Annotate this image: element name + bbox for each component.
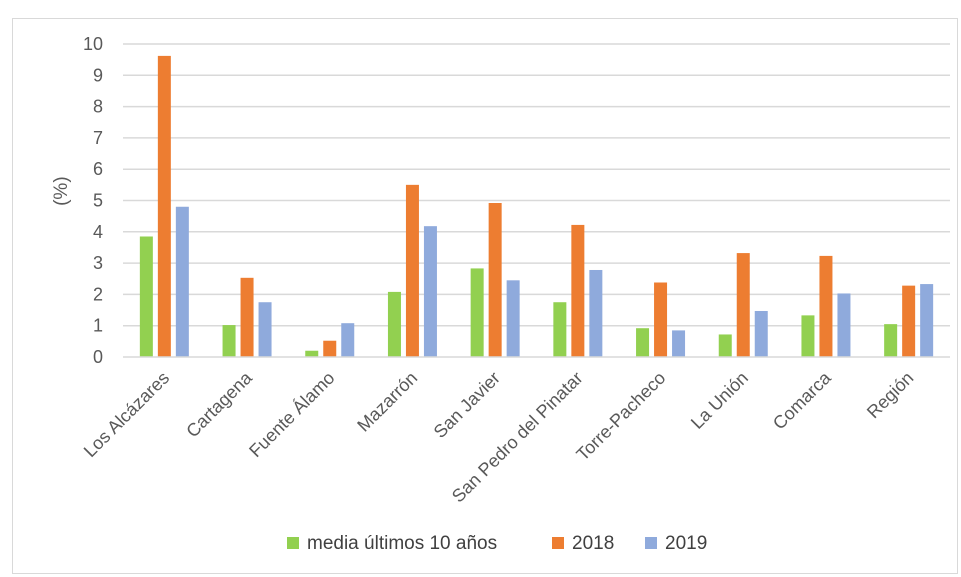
bar [157, 55, 171, 357]
y-tick-label: 1 [93, 316, 103, 336]
legend-label: media últimos 10 años [307, 533, 497, 554]
bar [902, 285, 916, 357]
legend-swatch [287, 537, 299, 549]
legend-label: 2018 [572, 533, 614, 554]
bar [470, 268, 484, 357]
bar [754, 310, 768, 357]
bar [837, 293, 851, 357]
bar [258, 302, 272, 357]
bar [589, 269, 603, 357]
bar [341, 323, 355, 357]
bar [672, 330, 686, 357]
chart-area: 0 1 2 3 4 5 6 7 8 9 10 Los Alcázares Cartagena Fuent… [12, 18, 958, 574]
x-tick-label: Comarca [769, 367, 835, 433]
gridlines [123, 43, 950, 327]
y-tick-label: 0 [93, 347, 103, 367]
bar [801, 315, 815, 357]
bar [736, 253, 750, 357]
bar [305, 350, 319, 357]
bar [571, 224, 585, 357]
bar-chart: 0 1 2 3 4 5 6 7 8 9 10 Los Alcázares CartagenaFuent… [51, 34, 950, 554]
y-tick-label: 9 [93, 65, 103, 85]
y-tick-label: 7 [93, 128, 103, 148]
y-tick-label: 3 [93, 253, 103, 273]
y-tick-label: 10 [83, 34, 103, 54]
bar [323, 340, 337, 357]
x-tick-label: San Javier [430, 368, 504, 442]
legend-swatch [645, 537, 657, 549]
bar [884, 324, 898, 357]
bar [654, 282, 668, 357]
bar [387, 291, 401, 357]
x-tick-label: La Unión [687, 368, 752, 433]
bar [405, 184, 419, 357]
bar [636, 328, 650, 357]
y-tick-label: 5 [93, 191, 103, 211]
legend-swatch [552, 537, 564, 549]
bar [819, 255, 833, 357]
y-tick-label: 8 [93, 97, 103, 117]
bar [718, 334, 732, 357]
bar [920, 284, 934, 357]
legend-label: 2019 [665, 533, 707, 554]
bar [175, 206, 189, 357]
x-tick-label: Fuente Álamo [245, 368, 338, 461]
x-tick-label: Mazarrón [353, 368, 421, 436]
legend: media últimos 10 años 2018 2019 [287, 533, 707, 554]
bar [423, 226, 437, 357]
x-tick-label: Cartagena [182, 367, 256, 441]
bar [553, 302, 567, 357]
bar [240, 277, 254, 357]
y-tick-label: 6 [93, 159, 103, 179]
x-tick-label: Los Alcázares [80, 368, 173, 461]
page-header-text [0, 0, 961, 13]
y-tick-label: 2 [93, 284, 103, 304]
bar [139, 236, 153, 357]
y-axis-ticks: 0 1 2 3 4 5 6 7 8 9 10 [83, 34, 103, 367]
bar [222, 325, 236, 357]
y-axis-title: (%) [51, 176, 72, 206]
bars [139, 55, 934, 357]
x-tick-label: Torre-Pacheco [572, 368, 669, 465]
bar [488, 203, 502, 357]
x-tick-label: Región [863, 368, 917, 422]
bar [506, 280, 520, 357]
y-tick-label: 4 [93, 222, 103, 242]
